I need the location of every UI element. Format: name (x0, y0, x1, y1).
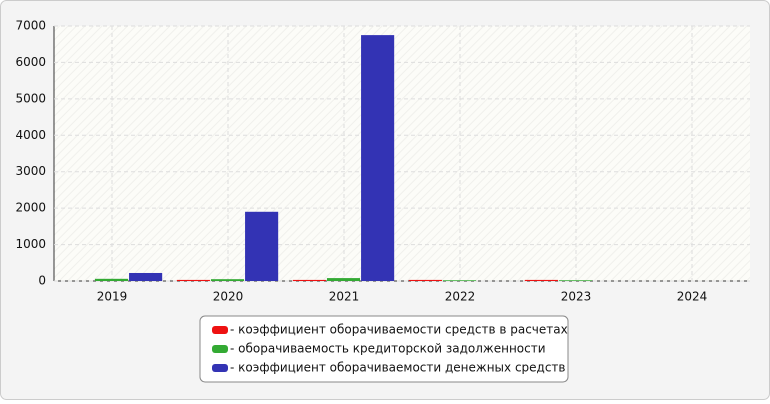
legend-label: - коэффициент оборачиваемости средств в … (230, 323, 568, 337)
plot-area (54, 26, 750, 281)
bar (292, 279, 326, 281)
x-tick-label: 2021 (329, 290, 360, 304)
bar (524, 279, 558, 281)
y-tick-label: 3000 (15, 164, 46, 178)
bar (129, 272, 163, 281)
x-tick-label: 2020 (213, 290, 244, 304)
y-tick-label: 2000 (15, 201, 46, 215)
y-tick-label: 0 (38, 274, 46, 288)
legend-label: - коэффициент оборачиваемости денежных с… (230, 361, 566, 375)
y-tick-label: 5000 (15, 91, 46, 105)
bar (361, 35, 395, 281)
y-tick-label: 4000 (15, 128, 46, 142)
legend-swatch (212, 345, 228, 353)
legend (199, 315, 569, 383)
x-tick-label: 2024 (677, 290, 708, 304)
bar (408, 279, 442, 281)
y-tick-label: 6000 (15, 55, 46, 69)
bar (210, 279, 245, 281)
bar (442, 280, 477, 281)
bar (245, 211, 279, 281)
bar (176, 279, 210, 281)
legend-label: - оборачиваемость кредиторской задолженн… (230, 342, 546, 356)
bar (94, 278, 129, 281)
y-tick-label: 7000 (15, 19, 46, 33)
x-tick-label: 2022 (445, 290, 476, 304)
x-tick-label: 2019 (97, 290, 128, 304)
legend-swatch (212, 364, 228, 372)
x-tick-label: 2023 (561, 290, 592, 304)
bar (558, 280, 593, 281)
y-tick-label: 1000 (15, 237, 46, 251)
bar (326, 278, 361, 281)
legend-swatch (212, 326, 228, 334)
